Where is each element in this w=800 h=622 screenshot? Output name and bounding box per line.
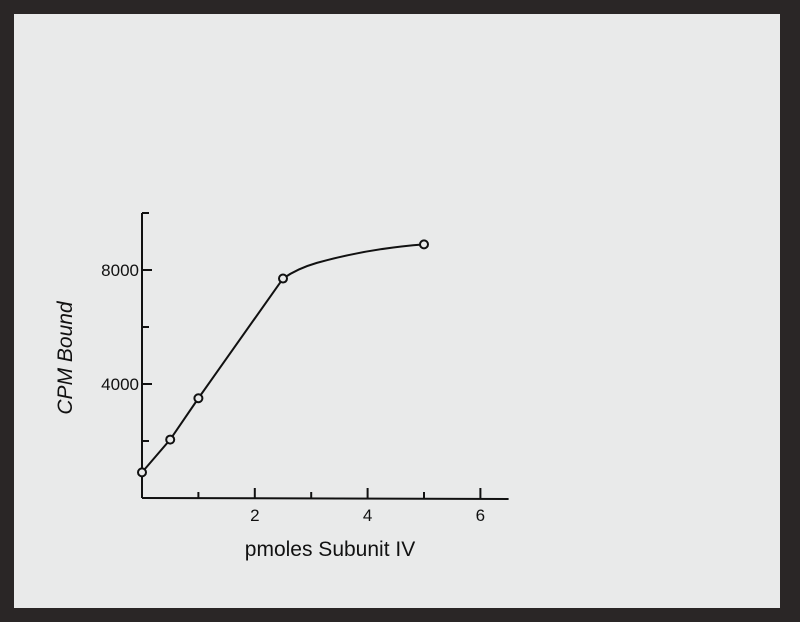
data-point	[419, 239, 429, 250]
x-tick-label: 2	[250, 506, 259, 525]
y-tick-label: 4000	[101, 375, 139, 394]
axes	[141, 212, 509, 500]
x-tick-label: 6	[476, 506, 485, 525]
data-point	[137, 467, 147, 478]
data-point	[193, 393, 204, 404]
x-tick-label: 4	[363, 506, 372, 525]
y-axis-label: CPM Bound	[54, 300, 77, 415]
y-tick-label: 8000	[101, 261, 139, 280]
data-point	[165, 434, 176, 445]
x-axis-line	[141, 497, 509, 500]
x-axis-label: pmoles Subunit IV	[245, 538, 415, 561]
data-points	[137, 239, 429, 478]
ticks: 2 4 6 4000 8000	[101, 261, 485, 525]
data-point	[278, 273, 288, 284]
